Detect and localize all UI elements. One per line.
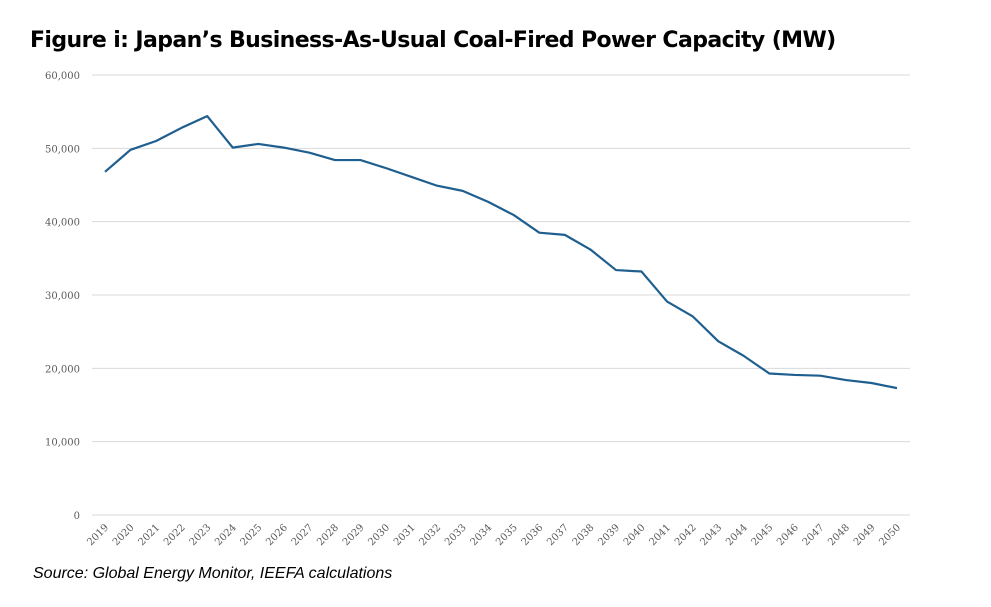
x-tick-label: 2031 (392, 522, 418, 548)
x-tick-label: 2045 (750, 522, 776, 548)
x-tick-label: 2033 (443, 522, 469, 548)
x-tick-label: 2042 (673, 522, 699, 548)
x-tick-label: 2024 (213, 522, 239, 548)
x-tick-label: 2022 (162, 522, 188, 548)
x-tick-label: 2030 (366, 522, 392, 548)
x-tick-label: 2047 (801, 522, 827, 548)
y-tick-label: 20,000 (45, 364, 80, 375)
x-tick-label: 2046 (775, 522, 801, 548)
x-tick-label: 2025 (239, 522, 265, 548)
x-tick-label: 2041 (647, 522, 673, 548)
x-tick-label: 2020 (111, 522, 137, 548)
y-tick-label: 60,000 (45, 71, 80, 82)
y-tick-label: 40,000 (45, 218, 80, 229)
x-tick-label: 2039 (596, 522, 622, 548)
x-tick-label: 2026 (264, 522, 290, 548)
data-line (104, 114, 898, 390)
x-tick-label: 2037 (545, 522, 571, 548)
x-tick-label: 2048 (826, 522, 852, 548)
x-tick-label: 2040 (622, 522, 648, 548)
x-tick-label: 2049 (852, 522, 878, 548)
x-tick-label: 2034 (469, 522, 495, 548)
x-tick-label: 2029 (341, 522, 367, 548)
x-tick-label: 2036 (520, 522, 546, 548)
x-tick-label: 2027 (290, 522, 316, 548)
chart-title: Figure i: Japan’s Business-As-Usual Coal… (30, 28, 836, 53)
x-tick-label: 2043 (699, 522, 725, 548)
x-tick-label: 2050 (877, 522, 903, 548)
y-tick-label: 50,000 (45, 144, 80, 155)
x-tick-label: 2035 (494, 522, 520, 548)
x-tick-label: 2028 (315, 522, 341, 548)
y-tick-label: 30,000 (45, 291, 80, 302)
y-tick-label: 10,000 (45, 438, 80, 449)
x-tick-label: 2038 (571, 522, 597, 548)
x-tick-label: 2021 (136, 522, 162, 548)
chart-source: Source: Global Energy Monitor, IEEFA cal… (33, 565, 393, 582)
x-tick-label: 2032 (417, 522, 443, 548)
y-tick-label: 0 (74, 511, 80, 522)
x-tick-label: 2023 (188, 522, 214, 548)
x-tick-label: 2019 (85, 522, 111, 548)
x-tick-label: 2044 (724, 522, 750, 548)
